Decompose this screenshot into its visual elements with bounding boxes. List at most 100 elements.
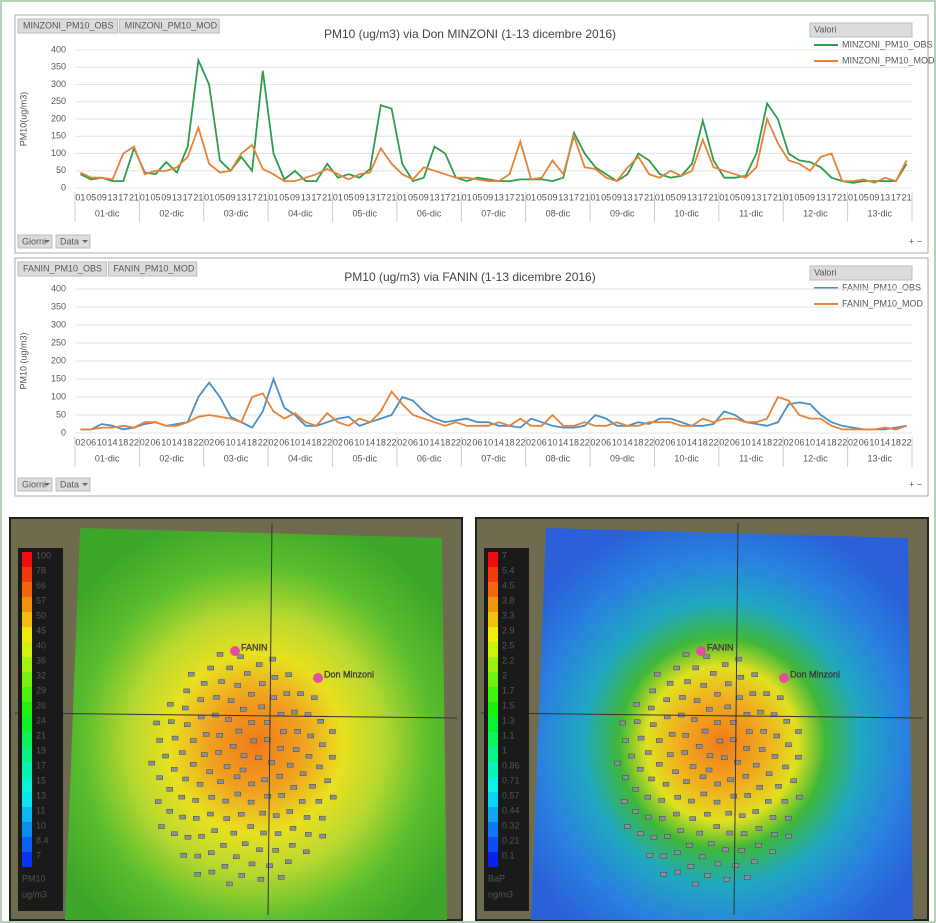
colorbar-label: 15 [36,775,46,785]
building [294,729,301,734]
x-tick-label: 18 [698,437,708,447]
building [241,841,249,846]
colorbar-label: 0.32 [502,820,520,830]
building [722,847,729,852]
x-group-label: 11-dic [739,208,763,218]
building [237,654,244,659]
x-tick-label: 17 [440,192,450,202]
colorbar-swatch [488,762,498,777]
building [705,767,713,773]
field-button[interactable] [17,18,119,34]
building [782,764,789,770]
x-group-label: 10-dic [674,453,699,463]
x-tick-label: 09 [548,192,558,202]
x-tick-label: 05 [344,192,354,202]
colorbar-swatch [22,582,32,597]
colorbar-label: 1.1 [502,730,515,740]
x-tick-label: 01 [75,192,85,202]
colorbar-swatch [488,627,498,642]
building [189,762,197,767]
filter-button[interactable] [17,477,53,492]
field-button[interactable] [17,261,107,277]
building [202,732,210,737]
building [696,830,704,836]
filter-button[interactable] [55,477,91,492]
x-tick-label: 05 [150,192,160,202]
building [649,688,656,694]
building [211,828,218,833]
colorbar-label: 36 [36,655,46,665]
building [182,776,189,782]
building [699,774,707,780]
building [286,762,294,768]
colorbar-label: 2 [502,670,507,680]
x-tick-label: 17 [376,192,386,202]
building [771,754,779,759]
y-tick-label: 400 [51,44,66,54]
filter-button[interactable] [55,234,91,249]
x-tick-label: 09 [419,192,429,202]
x-tick-label: 10 [741,437,751,447]
colorbar-swatch [488,702,498,717]
field-button[interactable] [107,261,198,277]
x-tick-label: 02 [784,437,794,447]
x-tick-label: 21 [580,192,590,202]
x-group-label: 12-dic [803,208,828,218]
building [239,767,247,773]
y-tick-label: 50 [56,165,66,175]
colorbar-label: 5.4 [502,565,515,575]
x-group-label: 02-dic [159,208,184,218]
place-label: Don Minzoni [324,669,374,679]
x-tick-label: 01 [848,192,858,202]
x-tick-label: 02 [204,437,214,447]
legend-title: Valori [814,267,836,277]
colorbar-label: 2.5 [502,640,515,650]
building [303,815,311,820]
colorbar-label: 26 [36,700,46,710]
building [201,752,208,757]
x-tick-label: 18 [827,437,837,447]
colorbar-swatch [488,822,498,837]
building [700,683,707,688]
building [704,811,711,817]
colorbar-swatch [488,807,498,822]
x-tick-label: 06 [279,437,289,447]
x-tick-label: 13 [301,192,311,202]
building [663,697,670,702]
building [307,733,314,739]
colorbar-unit: ng/m3 [488,889,513,899]
building [264,737,271,742]
x-tick-label: 06 [408,437,418,447]
building [644,794,652,800]
colorbar-label: 1.3 [502,715,515,725]
x-tick-label: 18 [569,437,579,447]
building [158,824,165,829]
building [721,755,728,761]
building [693,698,701,703]
x-tick-label: 06 [794,437,804,447]
colorbar-swatch [488,612,498,627]
building [190,738,197,743]
field-button[interactable] [119,18,220,34]
building [258,704,265,710]
y-tick-label: 350 [51,301,66,311]
building [197,697,204,702]
filter-button[interactable] [17,234,53,249]
concentration-field [65,528,447,920]
colorbar-swatch [488,837,498,852]
x-tick-label: 18 [311,437,321,447]
building [751,859,758,864]
field-button-label: FANIN_PM10_OBS [23,263,102,273]
x-group-label: 04-dic [288,208,313,218]
building [701,728,709,734]
colorbar-swatch [22,657,32,672]
building [714,781,721,787]
x-tick-label: 18 [440,437,450,447]
colorbar-label: 57 [36,595,46,605]
building [148,760,155,766]
building [230,830,238,836]
x-group-label: 10-dic [674,208,699,218]
colorbar-label: 2.2 [502,655,515,665]
x-tick-label: 21 [773,192,783,202]
